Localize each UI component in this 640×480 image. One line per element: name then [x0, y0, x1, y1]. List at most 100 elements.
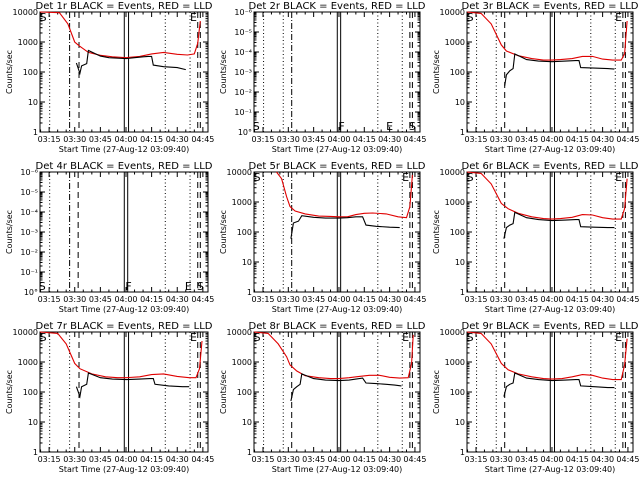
- y-axis-label: Counts/sec: [5, 210, 14, 254]
- y-tick-label: 1: [460, 128, 465, 137]
- x-tick-label: 03:15: [464, 295, 487, 304]
- y-tick-label: 10: [242, 258, 252, 267]
- x-tick-label: 03:30: [490, 135, 513, 144]
- y-tick-label: 10°: [238, 128, 252, 137]
- lld-series-line: [466, 171, 628, 220]
- marker-letter: E: [190, 11, 197, 24]
- y-tick-label: 10000: [13, 8, 38, 17]
- x-tick-label: 03:15: [251, 455, 274, 464]
- marker-letter: E: [615, 11, 622, 24]
- y-tick-label: 10000: [13, 328, 38, 337]
- x-tick-label: 03:30: [63, 135, 86, 144]
- y-tick-label: 1000: [18, 38, 38, 47]
- detector-panel: Det 1r BLACK = Events, RED = LLD 1 10 100 10…: [5, 1, 214, 154]
- marker-letter: E: [402, 171, 409, 184]
- y-tick-label: 10000: [440, 168, 465, 177]
- detector-panel: Det 8r BLACK = Events, RED = LLD 1 10 100 10…: [219, 321, 426, 474]
- x-tick-label: 03:45: [515, 455, 538, 464]
- x-tick-label: 04:15: [566, 135, 589, 144]
- detector-panel: Det 4r BLACK = Events, RED = LLD 10° 10⁻¹ 1…: [5, 161, 214, 314]
- y-tick-label: 1000: [232, 358, 252, 367]
- marker-letter: S: [40, 11, 47, 24]
- panel-title: Det 9r BLACK = Events, RED = LLD: [462, 321, 639, 332]
- events-series-line: [75, 372, 190, 399]
- events-series-line: [290, 373, 402, 402]
- y-tick-label: 10000: [440, 8, 465, 17]
- events-series-line: [503, 372, 615, 397]
- x-tick-label: 04:30: [591, 455, 614, 464]
- x-tick-label: 04:45: [191, 135, 214, 144]
- x-tick-label: 04:00: [114, 295, 137, 304]
- x-tick-label: 04:15: [566, 455, 589, 464]
- x-tick-label: 04:15: [353, 455, 376, 464]
- x-tick-label: 04:30: [378, 455, 401, 464]
- y-axis-label: Counts/sec: [5, 370, 14, 414]
- marker-letter: F: [338, 120, 344, 133]
- x-tick-label: 03:45: [89, 295, 112, 304]
- y-tick-label: 1: [33, 128, 38, 137]
- x-tick-label: 04:00: [327, 295, 350, 304]
- lld-series-line: [466, 11, 628, 61]
- x-axis-label: Start Time (27-Aug-12 03:09:40): [272, 465, 403, 474]
- y-tick-label: 100: [237, 228, 252, 237]
- x-tick-label: 03:15: [464, 135, 487, 144]
- x-tick-label: 04:30: [591, 135, 614, 144]
- panel-title: Det 5r BLACK = Events, RED = LLD: [249, 161, 426, 172]
- x-tick-label: 04:00: [327, 135, 350, 144]
- x-tick-label: 03:30: [490, 455, 513, 464]
- x-tick-label: 03:45: [89, 455, 112, 464]
- x-tick-label: 04:45: [403, 295, 426, 304]
- marker-letter: S: [467, 331, 474, 344]
- y-tick-label: 1: [460, 448, 465, 457]
- x-tick-label: 03:30: [490, 295, 513, 304]
- x-tick-label: 04:45: [191, 455, 214, 464]
- y-tick-label: 100: [23, 388, 38, 397]
- y-tick-label: 10⁻¹: [20, 268, 38, 277]
- marker-letter: S: [409, 120, 416, 133]
- x-tick-label: 03:15: [251, 295, 274, 304]
- detector-panel: Det 5r BLACK = Events, RED = LLD 1 10 100 10…: [219, 161, 426, 314]
- x-tick-label: 04:15: [140, 455, 163, 464]
- x-tick-label: 04:00: [540, 455, 563, 464]
- x-axis-label: Start Time (27-Aug-12 03:09:40): [272, 305, 403, 314]
- x-tick-label: 04:45: [616, 455, 639, 464]
- panel-title: Det 1r BLACK = Events, RED = LLD: [36, 1, 213, 12]
- y-tick-label: 10⁻¹: [234, 108, 252, 117]
- marker-letter: S: [467, 171, 474, 184]
- detector-panel: Det 6r BLACK = Events, RED = LLD 1 10 100 10…: [432, 161, 639, 314]
- x-tick-label: 04:30: [378, 295, 401, 304]
- y-tick-label: 100: [450, 228, 465, 237]
- lld-series-line: [39, 11, 201, 59]
- x-axis-label: Start Time (27-Aug-12 03:09:40): [59, 305, 190, 314]
- x-tick-label: 03:30: [277, 455, 300, 464]
- events-series-line: [75, 49, 186, 76]
- y-tick-label: 10: [455, 98, 465, 107]
- marker-letter: S: [197, 280, 204, 293]
- y-axis-label: Counts/sec: [432, 50, 441, 94]
- marker-letter: S: [40, 331, 47, 344]
- marker-letter: S: [254, 331, 261, 344]
- x-tick-label: 03:15: [38, 135, 61, 144]
- x-axis-label: Start Time (27-Aug-12 03:09:40): [485, 145, 616, 154]
- marker-letter: S: [467, 11, 474, 24]
- marker-letter: F: [125, 280, 131, 293]
- x-tick-label: 04:15: [140, 135, 163, 144]
- x-tick-label: 04:30: [378, 135, 401, 144]
- y-tick-label: 10⁻³: [20, 228, 38, 237]
- x-axis-label: Start Time (27-Aug-12 03:09:40): [59, 465, 190, 474]
- x-tick-label: 04:15: [353, 135, 376, 144]
- x-tick-label: 04:00: [540, 295, 563, 304]
- marker-letter: E: [185, 280, 192, 293]
- x-axis-label: Start Time (27-Aug-12 03:09:40): [485, 465, 616, 474]
- y-tick-label: 10⁻⁴: [234, 48, 252, 57]
- panel-title: Det 2r BLACK = Events, RED = LLD: [249, 1, 426, 12]
- panel-title: Det 7r BLACK = Events, RED = LLD: [36, 321, 213, 332]
- y-tick-label: 10: [455, 418, 465, 427]
- x-tick-label: 03:30: [277, 135, 300, 144]
- x-tick-label: 04:15: [140, 295, 163, 304]
- x-tick-label: 03:15: [464, 455, 487, 464]
- y-tick-label: 1: [460, 288, 465, 297]
- y-tick-label: 10°: [24, 288, 38, 297]
- marker-letter: S: [39, 280, 46, 293]
- y-tick-label: 100: [23, 68, 38, 77]
